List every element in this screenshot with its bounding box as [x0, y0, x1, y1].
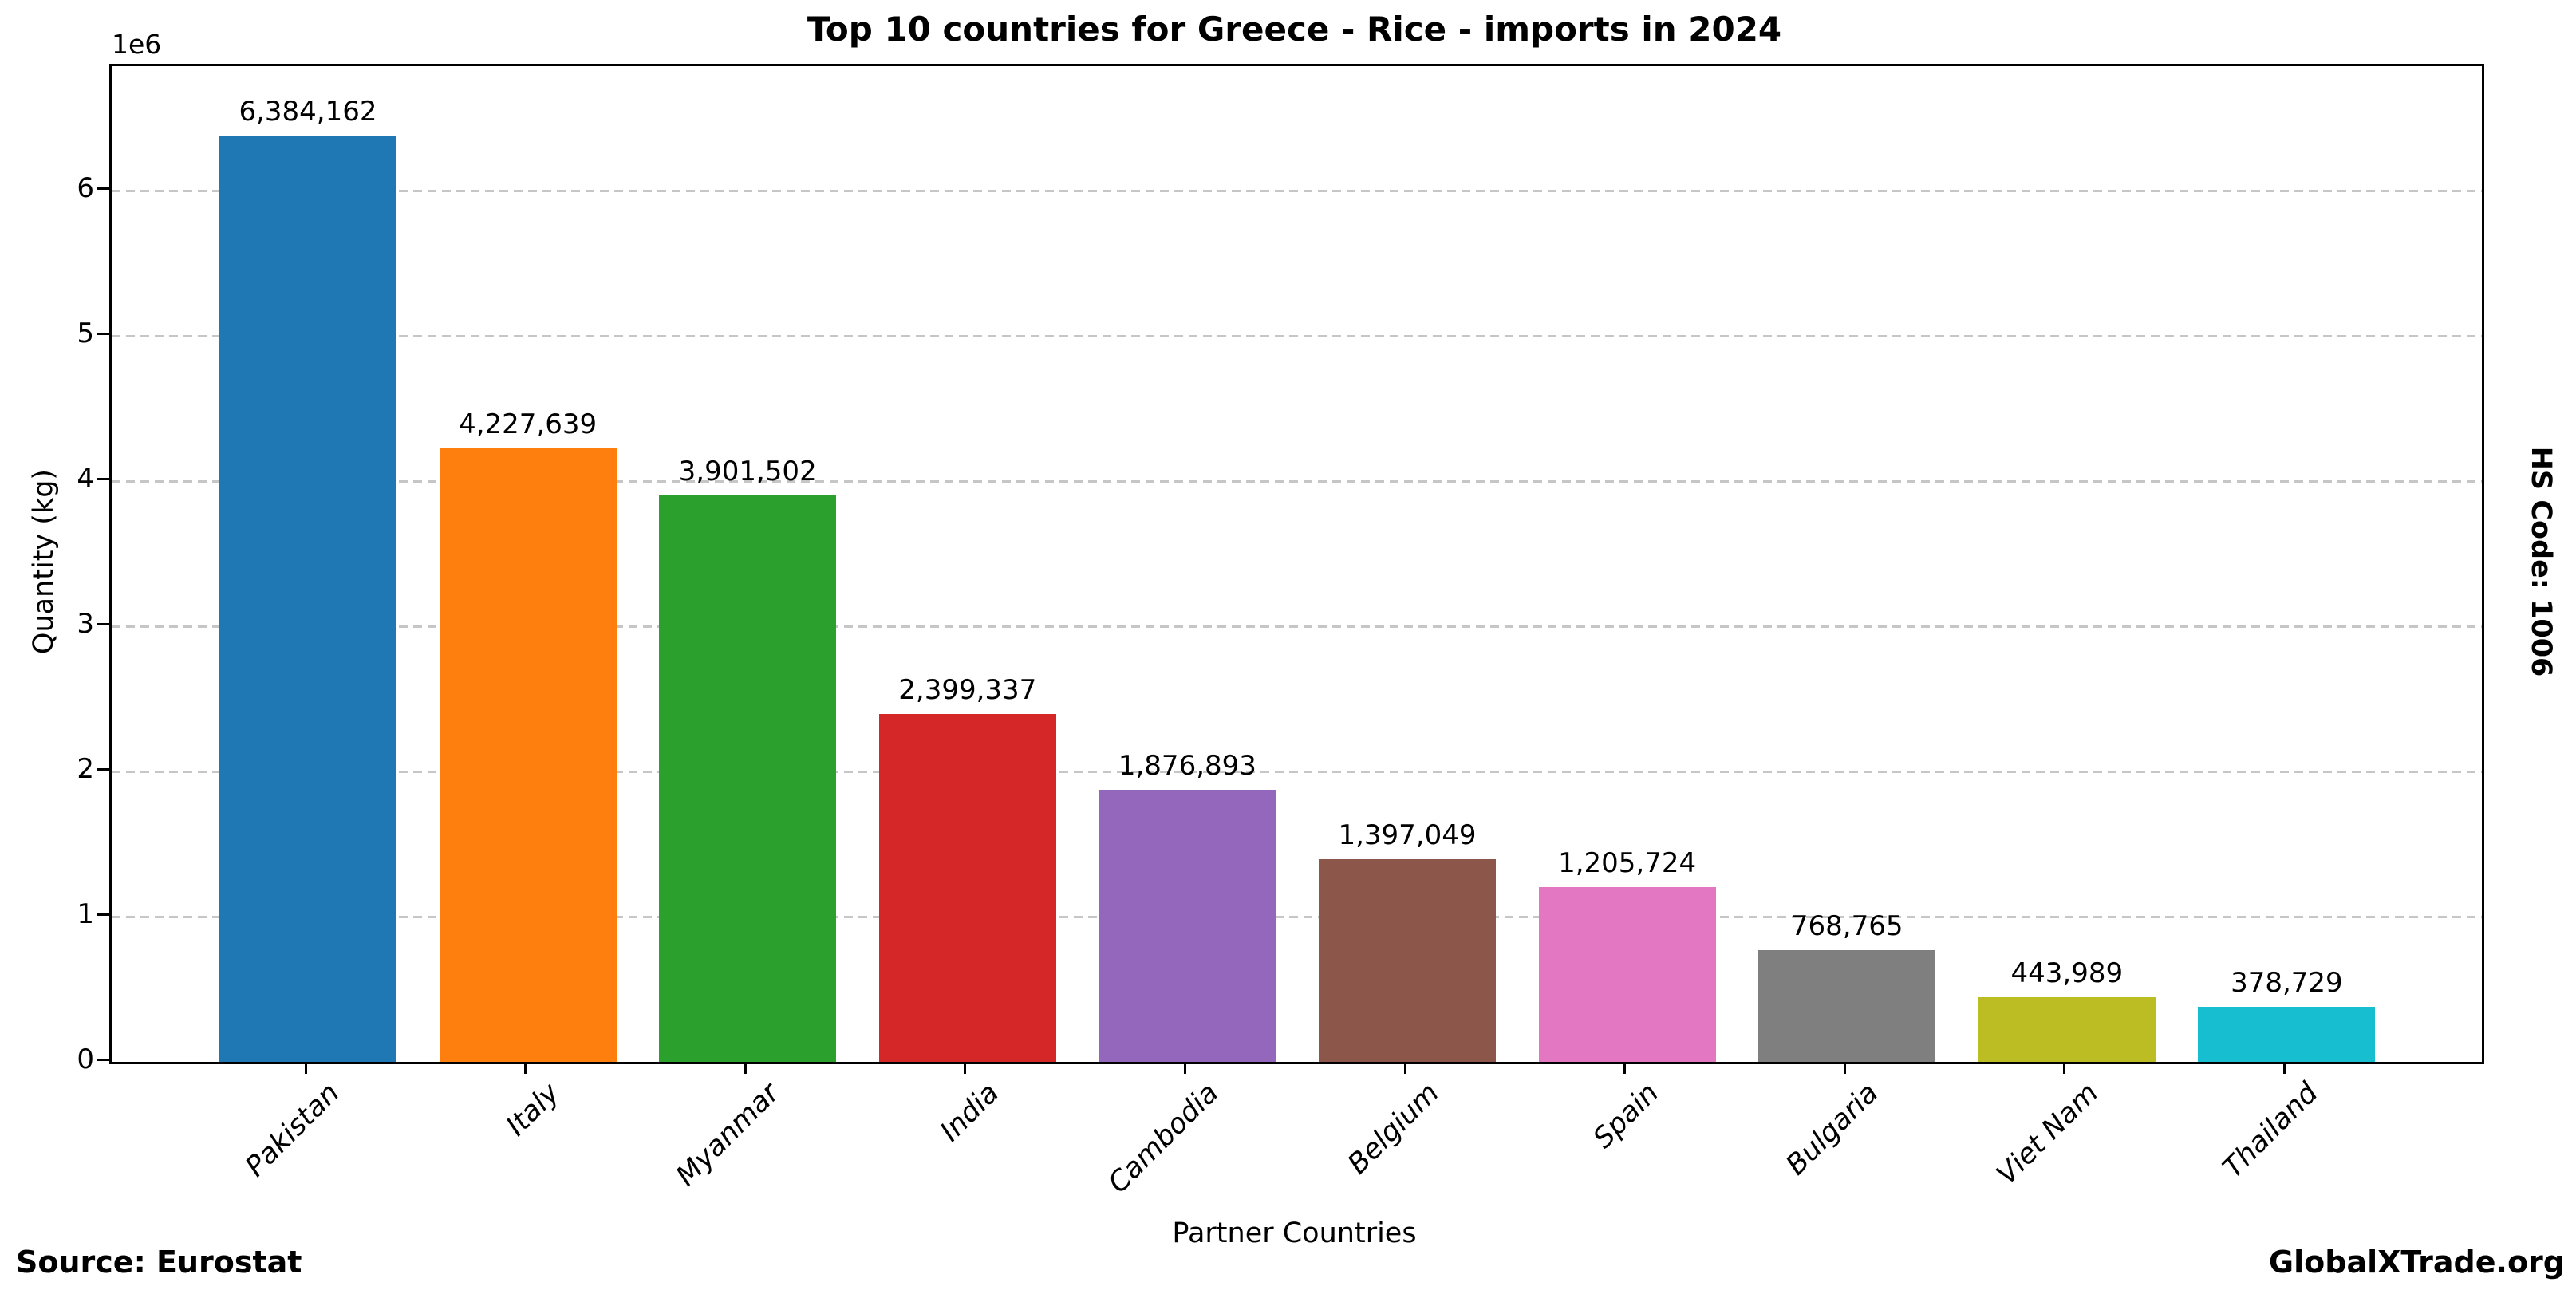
bar-thailand — [2198, 1007, 2376, 1062]
y-tick-0 — [97, 1058, 109, 1061]
x-category-label-text: Cambodia — [1103, 1077, 1225, 1200]
x-tick-pakistan — [304, 1062, 307, 1074]
hs-code-label: HS Code: 1006 — [2525, 446, 2557, 677]
gridline-4 — [112, 479, 2482, 483]
bar-value-label-india: 2,399,337 — [898, 673, 1037, 706]
bar-spain — [1538, 886, 1716, 1062]
x-tick-italy — [524, 1062, 527, 1074]
y-tick-4 — [97, 477, 109, 480]
bar-myanmar — [659, 495, 837, 1062]
x-tick-bulgaria — [1843, 1062, 1846, 1074]
bar-value-label-thailand: 378,729 — [2231, 967, 2343, 1000]
bar-viet-nam — [1978, 997, 2156, 1062]
gridline-3 — [112, 625, 2482, 628]
bar-value-label-pakistan: 6,384,162 — [239, 95, 377, 128]
bar-value-label-bulgaria: 768,765 — [1790, 910, 1903, 943]
y-tick-label-6: 6 — [77, 172, 94, 205]
x-tick-cambodia — [1183, 1062, 1186, 1074]
y-tick-2 — [97, 767, 109, 771]
gridline-5 — [112, 334, 2482, 337]
y-axis-offset-text: 1e6 — [112, 29, 162, 60]
x-category-label-text: Spain — [1587, 1077, 1665, 1155]
bar-value-label-cambodia: 1,876,893 — [1118, 749, 1256, 782]
gridline-2 — [112, 770, 2482, 773]
bar-pakistan — [219, 135, 396, 1062]
x-category-label-text: Viet Nam — [1990, 1077, 2105, 1191]
y-tick-label-1: 1 — [77, 898, 94, 931]
x-category-label-text: India — [934, 1077, 1006, 1149]
y-tick-3 — [97, 622, 109, 625]
y-tick-label-3: 3 — [77, 608, 94, 641]
y-tick-5 — [97, 332, 109, 335]
x-tick-thailand — [2282, 1062, 2286, 1074]
y-tick-label-4: 4 — [77, 463, 94, 495]
bar-value-label-italy: 4,227,639 — [459, 408, 598, 440]
x-category-label-text: Belgium — [1341, 1077, 1446, 1181]
bar-value-label-viet-nam: 443,989 — [2010, 957, 2124, 990]
bar-cambodia — [1099, 789, 1276, 1062]
bar-bulgaria — [1758, 950, 1936, 1062]
x-category-label-text: Thailand — [2217, 1077, 2325, 1185]
x-category-label-text: Pakistan — [239, 1077, 346, 1184]
y-tick-label-2: 2 — [77, 753, 94, 786]
x-tick-myanmar — [744, 1062, 747, 1074]
y-tick-label-0: 0 — [77, 1044, 94, 1075]
y-tick-6 — [97, 187, 109, 190]
y-tick-1 — [97, 913, 109, 916]
x-tick-india — [964, 1062, 967, 1074]
bar-italy — [439, 448, 617, 1062]
chart-title: Top 10 countries for Greece - Rice - imp… — [807, 10, 1782, 49]
x-category-label-text: Italy — [499, 1077, 566, 1142]
y-tick-label-5: 5 — [77, 318, 94, 350]
x-tick-belgium — [1403, 1062, 1406, 1074]
bar-india — [878, 713, 1056, 1062]
bar-value-label-spain: 1,205,724 — [1558, 846, 1697, 879]
gridline-1 — [112, 915, 2482, 918]
bar-belgium — [1319, 858, 1496, 1062]
brand-text: GlobalXTrade.org — [2268, 1245, 2565, 1280]
bar-value-label-belgium: 1,397,049 — [1338, 819, 1477, 851]
source-text: Source: Eurostat — [16, 1245, 302, 1280]
x-category-label-text: Bulgaria — [1780, 1077, 1885, 1182]
gridline-6 — [112, 189, 2482, 192]
x-category-label-text: Myanmar — [669, 1077, 786, 1193]
plot-area: 6,384,162 4,227,639 3,901,502 2,399,337 1,87… — [109, 64, 2484, 1064]
bar-value-label-myanmar: 3,901,502 — [678, 456, 817, 488]
x-tick-spain — [1623, 1062, 1627, 1074]
x-axis-label: Partner Countries — [1172, 1217, 1417, 1249]
x-tick-viet-nam — [2063, 1062, 2066, 1074]
